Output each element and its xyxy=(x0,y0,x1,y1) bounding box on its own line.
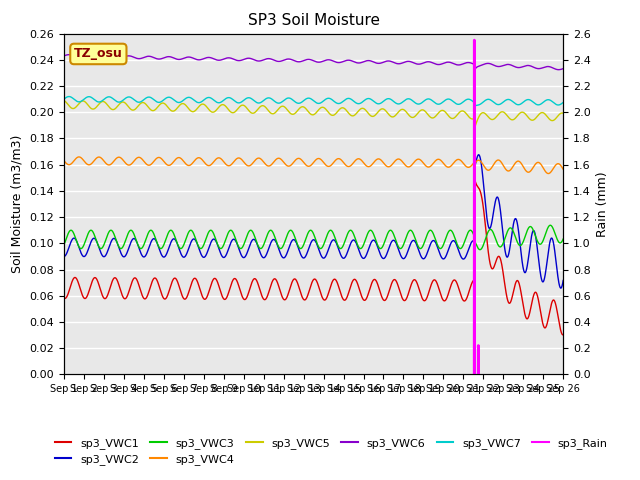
Line: sp3_VWC1: sp3_VWC1 xyxy=(64,178,563,335)
sp3_VWC3 xyxy=(550,227,557,233)
sp3_VWC6 xyxy=(496,63,504,69)
sp3_VWC7 xyxy=(273,100,281,106)
sp3_Rain xyxy=(470,372,478,377)
sp3_VWC1 xyxy=(470,175,478,180)
sp3_VWC2 xyxy=(117,250,125,256)
sp3_VWC7 xyxy=(117,99,125,105)
Line: sp3_VWC5: sp3_VWC5 xyxy=(64,101,563,128)
sp3_VWC1 xyxy=(252,276,259,282)
sp3_VWC1 xyxy=(60,295,68,301)
sp3_VWC3 xyxy=(60,242,68,248)
sp3_VWC1 xyxy=(496,254,504,260)
Text: TZ_osu: TZ_osu xyxy=(74,48,123,60)
sp3_VWC2 xyxy=(475,152,483,157)
sp3_VWC1 xyxy=(147,283,154,289)
sp3_VWC6 xyxy=(273,59,281,64)
sp3_VWC6 xyxy=(559,66,567,72)
sp3_VWC2 xyxy=(557,285,564,291)
sp3_Rain xyxy=(470,37,478,43)
Line: sp3_VWC4: sp3_VWC4 xyxy=(64,157,563,174)
sp3_VWC6 xyxy=(147,54,155,60)
sp3_VWC5 xyxy=(147,107,154,112)
sp3_VWC4 xyxy=(60,158,68,164)
sp3_VWC6 xyxy=(117,55,125,61)
sp3_VWC3 xyxy=(147,228,154,233)
Line: sp3_VWC6: sp3_VWC6 xyxy=(64,55,563,71)
sp3_VWC7 xyxy=(550,100,557,106)
sp3_VWC2 xyxy=(559,277,567,283)
sp3_VWC3 xyxy=(496,244,504,250)
sp3_VWC2 xyxy=(147,240,154,246)
sp3_VWC4 xyxy=(252,157,259,163)
sp3_VWC3 xyxy=(476,247,484,252)
sp3_VWC5 xyxy=(252,109,259,115)
sp3_Rain xyxy=(470,372,478,377)
sp3_VWC4 xyxy=(273,156,281,161)
sp3_VWC7 xyxy=(65,94,73,99)
sp3_VWC2 xyxy=(60,253,68,259)
sp3_VWC4 xyxy=(559,167,567,172)
Line: sp3_VWC2: sp3_VWC2 xyxy=(64,155,563,288)
sp3_VWC4 xyxy=(75,154,83,160)
sp3_VWC1 xyxy=(559,332,566,338)
sp3_VWC7 xyxy=(559,99,567,105)
sp3_VWC3 xyxy=(559,236,567,242)
sp3_VWC4 xyxy=(550,165,557,171)
sp3_VWC2 xyxy=(550,240,557,246)
sp3_VWC1 xyxy=(117,288,125,294)
sp3_VWC1 xyxy=(559,332,567,337)
sp3_VWC5 xyxy=(559,110,567,116)
Y-axis label: Rain (mm): Rain (mm) xyxy=(596,171,609,237)
sp3_VWC5 xyxy=(496,110,504,116)
sp3_VWC6 xyxy=(60,53,68,59)
sp3_VWC4 xyxy=(545,171,552,177)
sp3_VWC1 xyxy=(550,297,557,303)
sp3_VWC3 xyxy=(547,222,554,228)
sp3_VWC7 xyxy=(60,96,68,102)
sp3_VWC6 xyxy=(65,52,73,58)
sp3_VWC5 xyxy=(470,125,478,131)
sp3_VWC5 xyxy=(60,98,68,104)
Legend: sp3_VWC1, sp3_VWC2, sp3_VWC3, sp3_VWC4, sp3_VWC5, sp3_VWC6, sp3_VWC7, sp3_Rain: sp3_VWC1, sp3_VWC2, sp3_VWC3, sp3_VWC4, … xyxy=(51,433,612,469)
sp3_VWC1 xyxy=(273,279,281,285)
sp3_VWC3 xyxy=(273,240,281,246)
sp3_VWC2 xyxy=(252,238,259,243)
sp3_VWC7 xyxy=(252,99,259,105)
sp3_VWC2 xyxy=(496,203,504,209)
sp3_VWC4 xyxy=(496,158,504,164)
Title: SP3 Soil Moisture: SP3 Soil Moisture xyxy=(248,13,380,28)
sp3_VWC2 xyxy=(273,241,281,247)
sp3_VWC7 xyxy=(147,95,155,100)
Y-axis label: Soil Moisture (m3/m3): Soil Moisture (m3/m3) xyxy=(11,135,24,273)
Line: sp3_VWC7: sp3_VWC7 xyxy=(64,96,563,107)
sp3_VWC4 xyxy=(117,155,125,161)
sp3_VWC6 xyxy=(470,68,478,73)
sp3_VWC7 xyxy=(496,101,504,107)
sp3_VWC6 xyxy=(252,58,259,63)
sp3_VWC5 xyxy=(273,108,281,114)
sp3_VWC5 xyxy=(117,100,125,106)
sp3_VWC3 xyxy=(117,246,125,252)
sp3_VWC3 xyxy=(252,236,259,241)
sp3_VWC6 xyxy=(550,65,557,71)
sp3_VWC4 xyxy=(147,162,155,168)
sp3_VWC7 xyxy=(470,104,478,109)
Line: sp3_VWC3: sp3_VWC3 xyxy=(64,225,563,250)
sp3_VWC5 xyxy=(550,118,557,123)
